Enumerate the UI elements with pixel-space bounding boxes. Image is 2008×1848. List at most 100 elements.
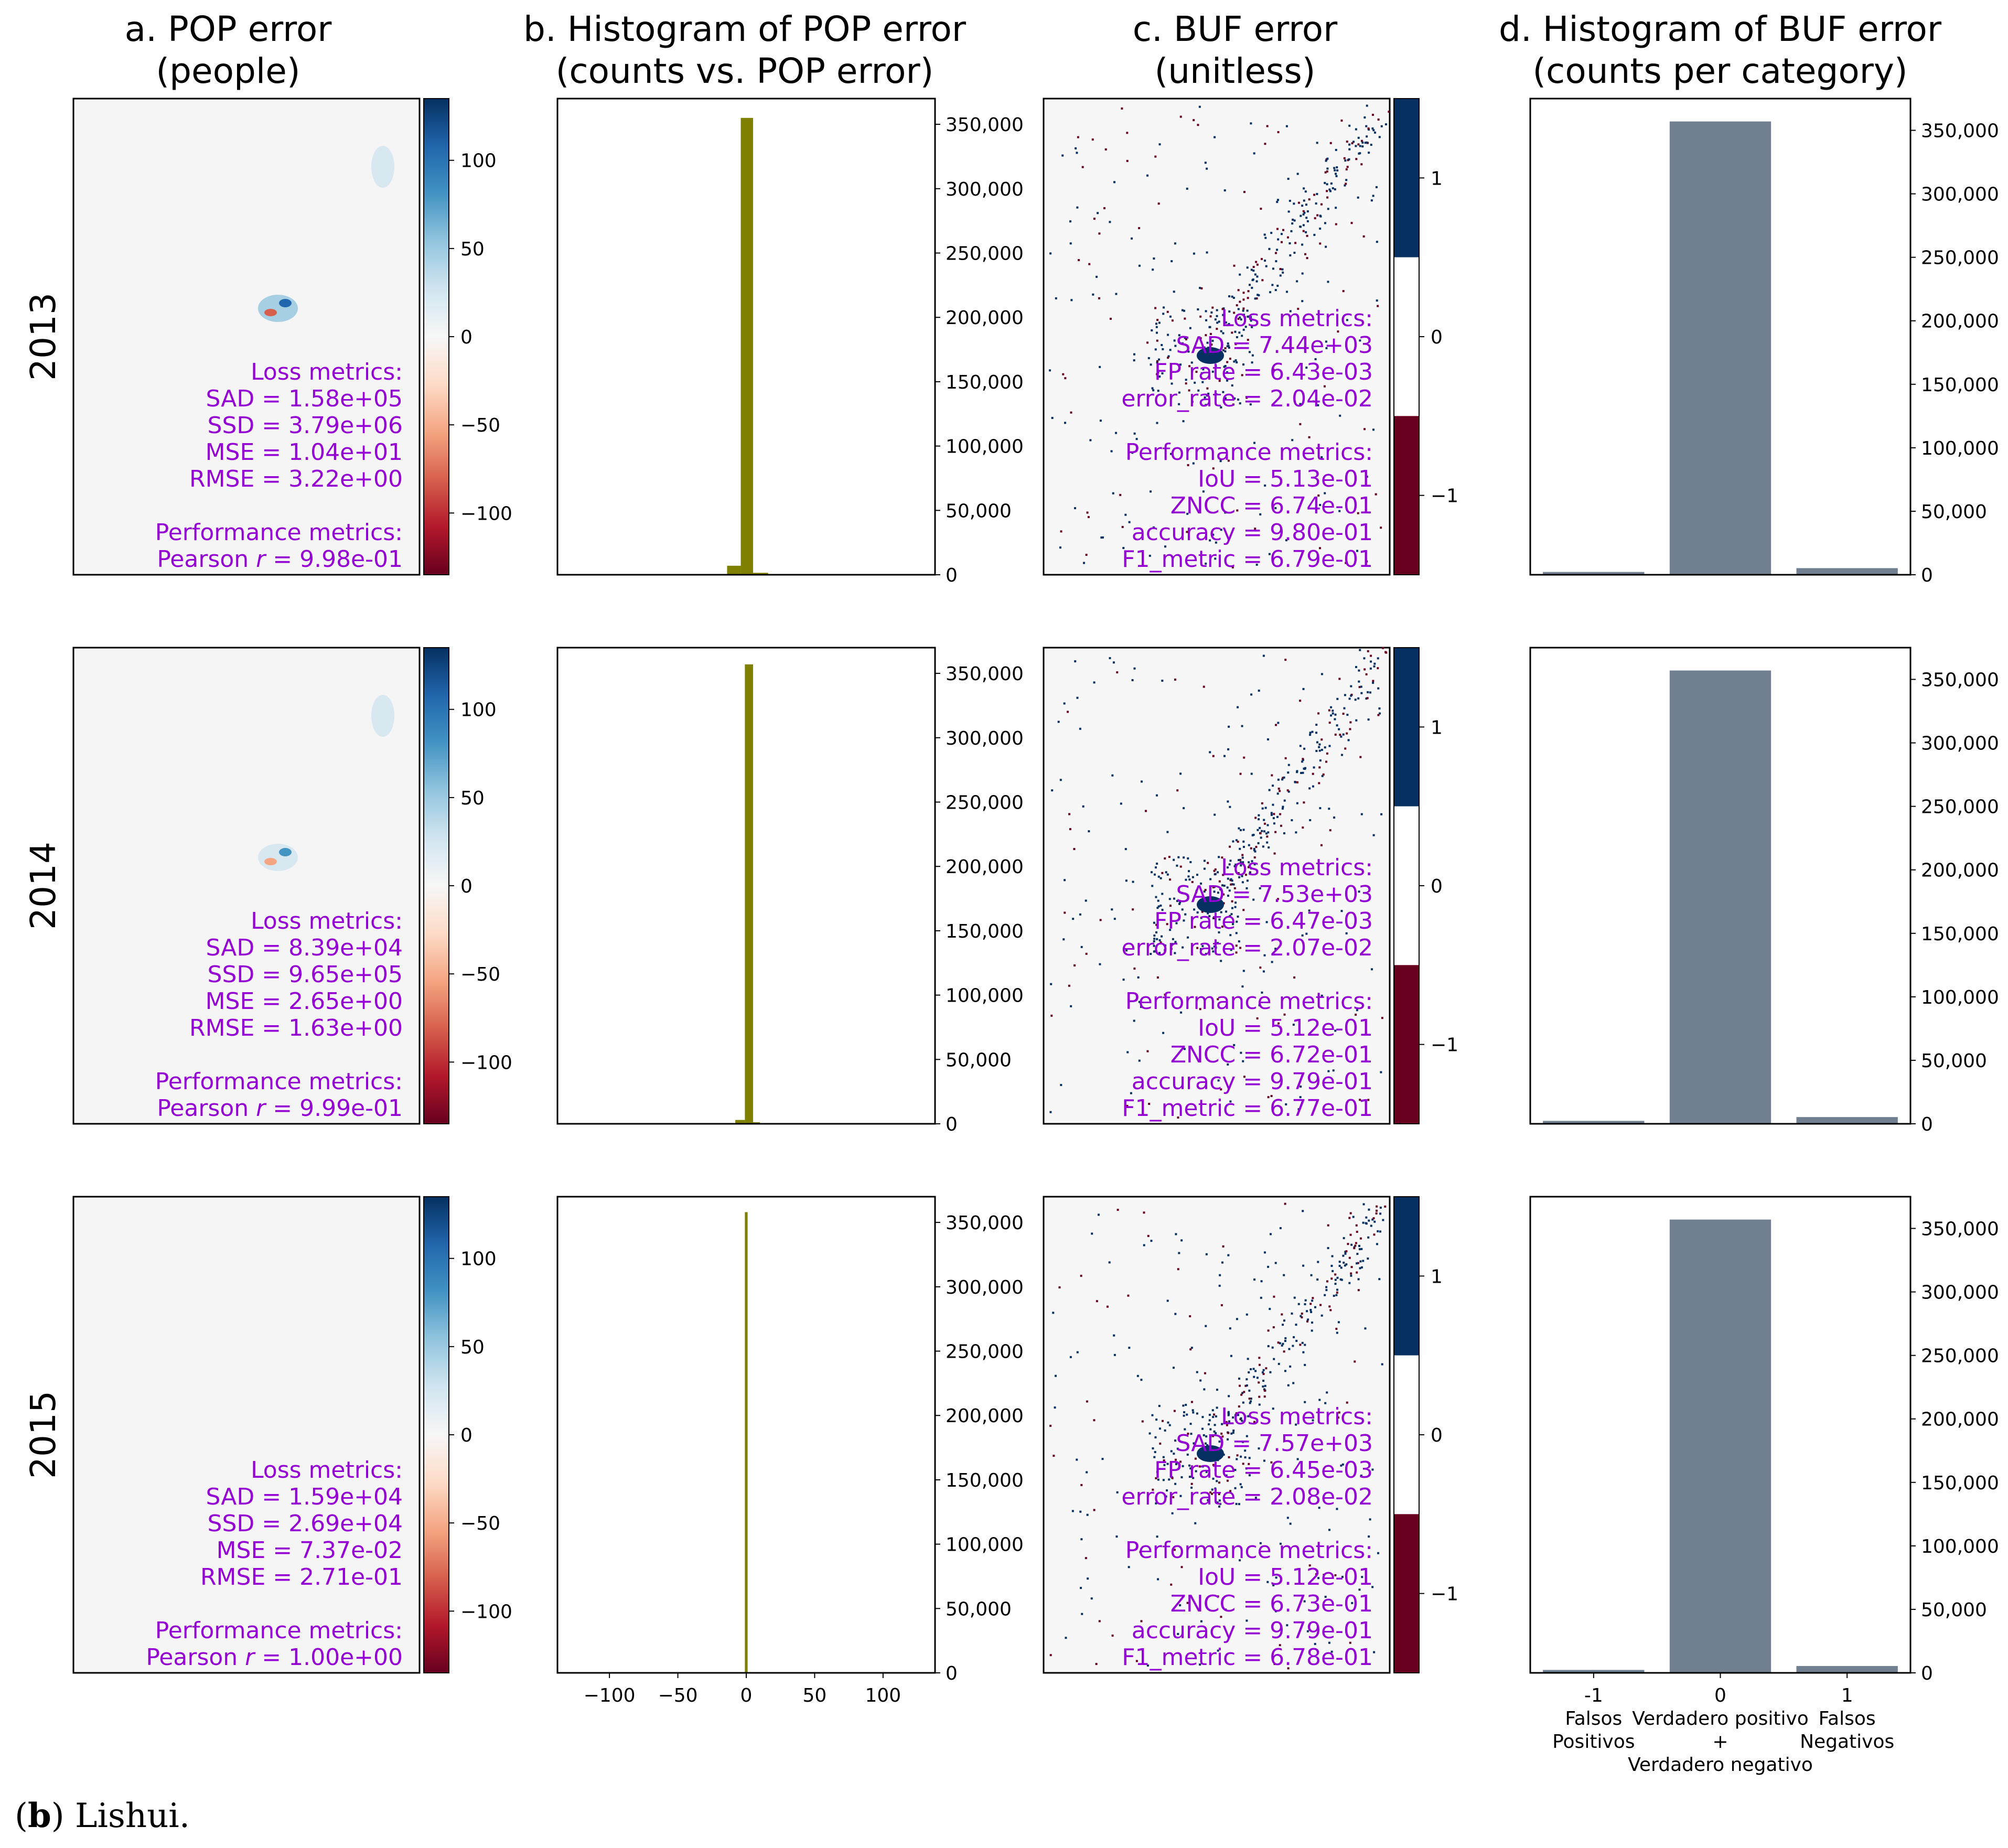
buf-error-pixel bbox=[1344, 184, 1346, 187]
buf-error-pixel bbox=[1281, 241, 1283, 243]
buf-error-pixel bbox=[1334, 733, 1337, 736]
y-tick-label: 50,000 bbox=[1921, 501, 1987, 523]
buf-error-pixel bbox=[1304, 1363, 1306, 1366]
buf-error-pixel bbox=[1099, 366, 1101, 368]
buf-error-pixel bbox=[1148, 1103, 1151, 1105]
buf-error-pixel bbox=[1277, 238, 1280, 241]
buf-error-pixel bbox=[1360, 139, 1363, 142]
buf-error-pixel bbox=[1273, 1295, 1275, 1298]
buf-error-pixel bbox=[1299, 225, 1302, 228]
buf-colorbar-segment bbox=[1394, 1355, 1419, 1514]
buf-error-pixel bbox=[1218, 1499, 1221, 1502]
buf-error-pixel bbox=[1233, 264, 1236, 267]
buf-error-pixel bbox=[1290, 230, 1293, 232]
buf-error-pixel bbox=[1220, 529, 1222, 531]
buf-error-pixel bbox=[1227, 1063, 1229, 1066]
buf-error-pixel bbox=[1220, 1616, 1222, 1618]
buf-error-pixel bbox=[1329, 829, 1331, 832]
buf-error-pixel bbox=[1254, 1497, 1257, 1499]
buf-error-pixel bbox=[1295, 1339, 1298, 1342]
buf-error-pixel bbox=[1153, 938, 1156, 940]
buf-error-pixel bbox=[1262, 1369, 1265, 1371]
buf-error-pixel bbox=[1153, 934, 1156, 937]
buf-error-pixel bbox=[1377, 118, 1380, 121]
buf-error-pixel bbox=[1189, 327, 1191, 329]
buf-error-pixel bbox=[1212, 1416, 1215, 1419]
buf-error-pixel bbox=[1284, 1337, 1287, 1339]
buf-error-pixel bbox=[1340, 1266, 1343, 1269]
buf-error-pixel bbox=[1320, 738, 1323, 741]
buf-error-pixel bbox=[1325, 245, 1327, 248]
buf-error-pixel bbox=[1370, 660, 1372, 663]
y-tick-label: 300,000 bbox=[1921, 184, 1999, 206]
buf-error-pixel bbox=[1362, 1221, 1365, 1224]
metric-line: SAD = 8.39e+04 bbox=[206, 934, 403, 961]
buf-error-pixel bbox=[1192, 1411, 1195, 1414]
buf-error-pixel bbox=[1277, 1341, 1280, 1344]
metric-line: SSD = 9.65e+05 bbox=[208, 961, 403, 988]
buf-error-pixel bbox=[1341, 1576, 1344, 1578]
buf-error-pixel bbox=[1214, 318, 1217, 321]
buf-error-pixel bbox=[1349, 1233, 1352, 1236]
buf-error-pixel bbox=[1214, 1469, 1217, 1471]
buf-error-pixel bbox=[1212, 1435, 1215, 1437]
buf-error-pixel bbox=[1247, 297, 1249, 299]
buf-error-pixel bbox=[1124, 848, 1127, 851]
buf-error-pixel bbox=[1139, 1551, 1142, 1553]
buf-error-pixel bbox=[1355, 1224, 1358, 1227]
buf-error-pixel bbox=[1256, 1017, 1259, 1020]
buf-error-pixel bbox=[1131, 452, 1134, 454]
metric-line: FP rate = 6.45e-03 bbox=[1154, 1457, 1373, 1484]
column-title-line1: c. BUF error bbox=[1133, 9, 1338, 49]
buf-error-pixel bbox=[1281, 778, 1284, 781]
buf-error-pixel bbox=[1274, 289, 1277, 292]
buf-error-pixel bbox=[1229, 358, 1231, 360]
buf-error-pixel bbox=[1230, 1432, 1233, 1435]
metric-line: SAD = 7.57e+03 bbox=[1176, 1430, 1373, 1457]
buf-error-pixel bbox=[1229, 934, 1232, 937]
buf-error-pixel bbox=[1211, 339, 1214, 342]
buf-error-pixel bbox=[1306, 234, 1308, 237]
buf-error-pixel bbox=[1064, 911, 1066, 914]
buf-error-pixel bbox=[1233, 887, 1236, 889]
x-tick-label: 100 bbox=[865, 1685, 901, 1706]
buf-error-pixel bbox=[1382, 647, 1384, 649]
buf-error-pixel bbox=[1338, 728, 1340, 730]
buf-error-pixel bbox=[1256, 275, 1259, 278]
buf-error-pixel bbox=[1283, 1319, 1285, 1322]
metric-line: MSE = 1.04e+01 bbox=[206, 439, 403, 466]
buf-error-pixel bbox=[1240, 829, 1242, 832]
buf-error-pixel bbox=[1064, 422, 1067, 424]
buf-error-pixel bbox=[1099, 420, 1102, 422]
buf-error-pixel bbox=[1256, 1377, 1259, 1379]
pearson-r-symbol: r bbox=[256, 546, 267, 573]
buf-error-pixel bbox=[1326, 170, 1328, 173]
buf-error-pixel bbox=[1201, 910, 1204, 913]
buf-error-pixel bbox=[1359, 649, 1361, 651]
buf-error-pixel bbox=[1303, 199, 1305, 202]
buf-error-pixel bbox=[1260, 208, 1262, 210]
buf-error-pixel bbox=[1156, 862, 1158, 865]
buf-error-pixel bbox=[1330, 1650, 1333, 1653]
buf-error-pixel bbox=[1169, 315, 1172, 318]
buf-error-pixel bbox=[1257, 294, 1259, 296]
buf-error-pixel bbox=[1276, 201, 1279, 203]
buf-error-pixel bbox=[1073, 964, 1076, 966]
buf-error-pixel bbox=[1325, 347, 1328, 349]
buf-error-pixel bbox=[1377, 714, 1380, 716]
buf-error-pixel bbox=[1303, 1600, 1306, 1603]
buf-error-pixel bbox=[1247, 1358, 1249, 1360]
buf-error-pixel bbox=[1253, 1376, 1255, 1378]
buf-error-pixel bbox=[1377, 657, 1379, 660]
buf-error-pixel bbox=[1093, 218, 1096, 220]
buf-error-pixel bbox=[1049, 252, 1052, 255]
buf-error-pixel bbox=[1251, 361, 1253, 364]
buf-error-pixel bbox=[1086, 1513, 1089, 1516]
buf-error-pixel bbox=[1163, 306, 1165, 309]
buf-error-pixel bbox=[1133, 667, 1136, 670]
metric-line: SSD = 2.69e+04 bbox=[208, 1510, 403, 1537]
buf-error-pixel bbox=[1281, 268, 1284, 271]
buf-error-pixel bbox=[1175, 1233, 1177, 1235]
buf-error-pixel bbox=[1253, 856, 1256, 859]
buf-error-pixel bbox=[1316, 741, 1318, 744]
